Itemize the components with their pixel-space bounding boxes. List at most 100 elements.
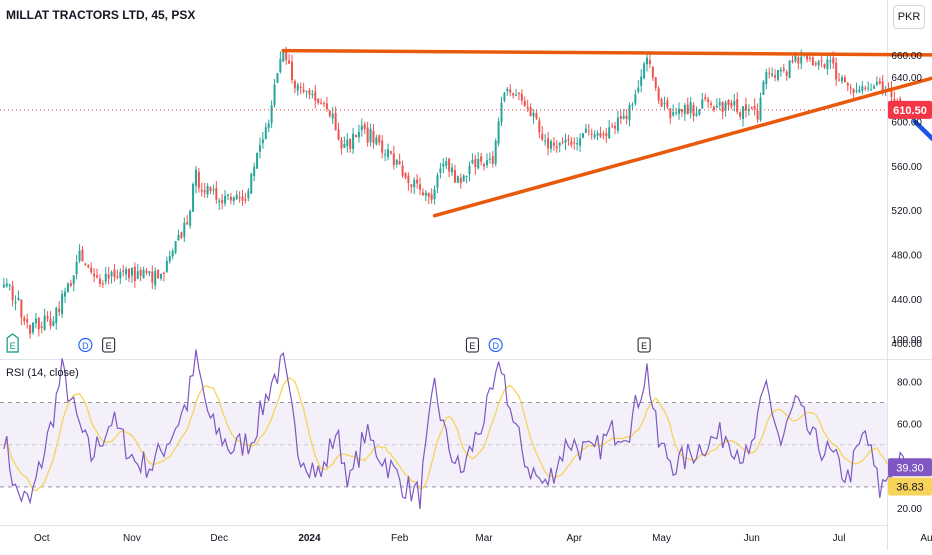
dividend-marker[interactable]: D — [78, 337, 93, 353]
candle — [128, 268, 131, 283]
candle — [320, 98, 323, 105]
candle — [366, 121, 369, 147]
candle-body — [128, 268, 131, 278]
earnings-marker[interactable]: E — [465, 337, 479, 353]
candle-body — [453, 169, 456, 183]
candle-body — [756, 111, 759, 120]
candle — [552, 137, 555, 151]
candle-body — [625, 115, 628, 119]
candle-body — [55, 307, 58, 324]
rsi-tick-label: 80.00 — [897, 377, 922, 388]
time-tick-label: Nov — [123, 533, 141, 544]
candle-body — [832, 57, 835, 64]
currency-button[interactable]: PKR — [893, 5, 925, 29]
rsi-ma-value-label: 36.83 — [896, 481, 924, 493]
candle — [791, 55, 794, 64]
candle-body — [721, 101, 724, 112]
earnings-marker[interactable]: E — [102, 337, 116, 353]
candle-body — [753, 105, 756, 110]
candle — [226, 194, 229, 201]
candle-body — [500, 102, 503, 123]
candle-body — [800, 56, 803, 64]
candle — [2, 278, 5, 289]
candle — [328, 109, 331, 118]
candle-body — [710, 103, 713, 106]
candle — [544, 133, 547, 146]
candle — [305, 90, 308, 98]
candle-body — [209, 187, 212, 192]
candle — [421, 188, 424, 196]
candle — [407, 172, 410, 191]
candle-body — [26, 319, 29, 323]
time-tick-label: Jul — [833, 533, 846, 544]
candle-body — [355, 135, 358, 137]
candle-body — [384, 154, 387, 156]
candle-body — [509, 89, 512, 93]
candle-body — [704, 97, 707, 100]
candle — [104, 267, 107, 285]
candle-body — [459, 177, 462, 184]
earnings-marker[interactable]: E — [6, 333, 19, 353]
candle — [817, 59, 820, 71]
candle-body — [177, 234, 180, 241]
earnings-marker-box — [6, 333, 19, 353]
candle — [221, 194, 224, 210]
rsi-indicator-title[interactable]: RSI (14, close) — [6, 367, 79, 379]
chart-title: MILLAT TRACTORS LTD, 45, PSX — [6, 8, 196, 22]
candle-body — [145, 270, 148, 273]
candle — [130, 267, 133, 283]
candle-body — [168, 256, 171, 262]
candle — [142, 266, 145, 279]
candle — [37, 316, 40, 337]
candle — [704, 93, 707, 102]
candle — [253, 162, 256, 182]
candle — [209, 186, 212, 195]
candle-body — [32, 322, 34, 333]
candle-body — [471, 159, 474, 164]
candle — [87, 264, 90, 269]
candle-body — [419, 184, 422, 190]
candle — [631, 102, 634, 111]
price-tick-label: 400.00 — [891, 339, 922, 350]
candle — [372, 123, 375, 149]
candle — [608, 119, 611, 139]
price-tick-label: 600.00 — [891, 118, 922, 129]
candle-body — [232, 197, 235, 202]
candle-body — [253, 167, 256, 177]
candle — [567, 134, 570, 146]
candle-body — [465, 175, 468, 177]
time-tick-label: Feb — [391, 533, 409, 544]
candle — [634, 89, 637, 106]
candle-body — [404, 173, 407, 178]
earnings-marker[interactable]: E — [637, 337, 651, 353]
candle — [646, 52, 649, 72]
candle — [410, 184, 413, 194]
candle — [471, 153, 474, 165]
candle — [730, 99, 733, 110]
candle-body — [130, 267, 133, 276]
candle — [512, 92, 515, 99]
candle-body — [369, 129, 372, 142]
dividend-marker-circle — [78, 337, 93, 353]
candle — [64, 287, 67, 303]
candle-body — [838, 79, 841, 81]
candle — [101, 280, 104, 288]
candle — [404, 172, 407, 180]
candle — [290, 55, 293, 84]
candle — [296, 82, 299, 96]
candle-body — [110, 272, 113, 277]
candle-body — [436, 175, 439, 188]
candle-body — [148, 271, 151, 274]
dividend-marker[interactable]: D — [488, 337, 503, 353]
candle-body — [843, 77, 846, 83]
candle — [43, 308, 46, 331]
candle — [459, 173, 462, 189]
candle — [762, 79, 765, 96]
candle — [256, 152, 259, 169]
time-tick-label: Dec — [210, 533, 228, 544]
candle — [192, 182, 195, 212]
candle — [98, 274, 101, 288]
candle-body — [113, 269, 116, 278]
candle — [829, 53, 832, 69]
